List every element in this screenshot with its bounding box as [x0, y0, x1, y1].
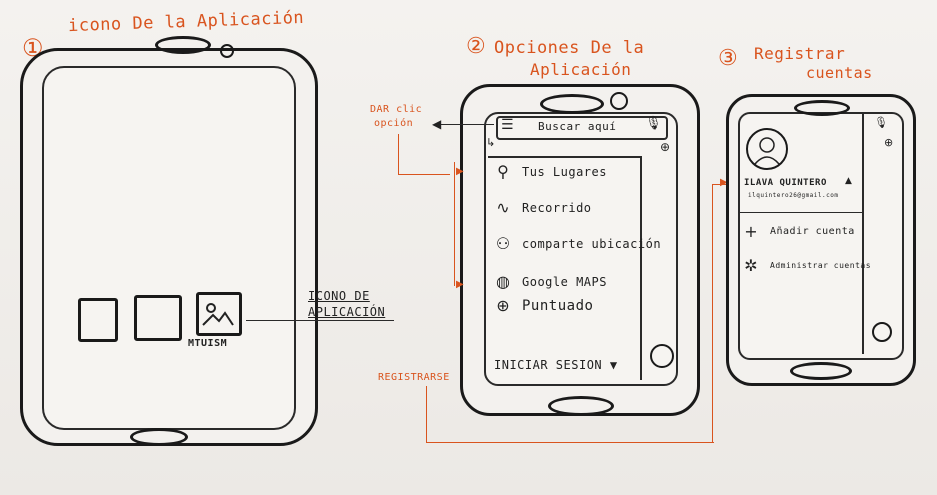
menu-item-label: comparte ubicación: [522, 236, 662, 251]
layers-icon: ⊕: [884, 136, 894, 149]
microphone-icon[interactable]: 🎙: [645, 116, 662, 131]
phone2-home-button[interactable]: [548, 396, 614, 416]
layers-icon[interactable]: ⊕: [660, 140, 671, 154]
plus-icon: +: [744, 222, 758, 241]
menu-item-tus-lugares[interactable]: ⚲ Tus Lugares: [494, 162, 607, 181]
location-pin-icon: ⚲: [497, 162, 509, 181]
phone1-camera: [220, 44, 234, 58]
add-account-label: Añadir cuenta: [770, 226, 855, 237]
callout-click-line1: DAR clic: [370, 104, 423, 115]
menu-item-label: Recorrido: [522, 200, 592, 215]
login-label: iniciar sesion: [494, 358, 603, 372]
manage-accounts-label: Administrar cuentas: [770, 261, 872, 270]
account-divider: [740, 212, 862, 213]
phone3-home-button[interactable]: [790, 362, 852, 380]
step2-number: ②: [466, 34, 487, 59]
menu-item-label: Puntuado: [522, 297, 594, 314]
route-icon: ∿: [496, 198, 510, 217]
menu-item-label: Google MAPS: [522, 274, 607, 289]
step2-title-line1: Opciones De la: [494, 38, 645, 58]
menu-icon[interactable]: ☰: [501, 117, 514, 133]
gear-icon: ✲: [744, 256, 758, 275]
step3-title-line2: cuentas: [806, 64, 873, 82]
caret-down-icon: ▼: [609, 358, 618, 372]
menu-item-google-maps[interactable]: ◍ Google MAPS: [494, 272, 607, 291]
caret-up-icon[interactable]: ▲: [845, 176, 852, 186]
drawer3-divider: [862, 114, 864, 354]
arrowhead-left-icon: ◀: [432, 117, 442, 131]
orange-connector-vertical: [398, 134, 399, 174]
google-maps-icon: ◍: [496, 272, 510, 291]
phone2-speaker: [540, 94, 604, 114]
orange-connector-horizontal: [398, 174, 450, 175]
step2-title-line2: Aplicación: [530, 60, 632, 79]
location-fab[interactable]: [650, 344, 674, 368]
app-icon-label: MTUISM: [188, 338, 228, 349]
search-bar[interactable]: [496, 116, 668, 140]
callout-arrow-search: [438, 124, 494, 125]
share-location-icon: ⚇: [495, 234, 511, 253]
drawer-top-line: [488, 156, 640, 158]
app-icon-mtuism[interactable]: [196, 292, 242, 336]
app-placeholder-1[interactable]: [78, 298, 118, 342]
add-account-button[interactable]: + Añadir cuenta: [742, 222, 855, 241]
phone2-camera: [610, 92, 628, 110]
manage-accounts-button[interactable]: ✲ Administrar cuentas: [742, 256, 871, 275]
app-placeholder-2[interactable]: [134, 295, 182, 341]
menu-item-recorrido[interactable]: ∿ Recorrido: [494, 198, 592, 217]
menu-item-puntuado[interactable]: ⊕ Puntuado: [494, 296, 593, 315]
step3-number: ③: [718, 46, 739, 71]
orange-connector-register-bottom: [426, 442, 714, 443]
add-circle-icon: ⊕: [496, 296, 510, 315]
login-button[interactable]: iniciar sesion ▼: [494, 358, 618, 372]
microphone-icon: 🎙: [874, 116, 888, 129]
search-input[interactable]: Buscar aquí: [538, 120, 617, 133]
location-fab[interactable]: [872, 322, 892, 342]
arrowhead-right-icon: ▶: [456, 166, 464, 177]
pointer-icon: ↳: [486, 136, 496, 149]
orange-bracket-menu: [454, 162, 455, 286]
callout-line-app-icon: [246, 320, 394, 321]
app-icon-callout: ICONO DE APLICACIÓN: [308, 289, 386, 319]
orange-connector-register-up: [712, 184, 713, 442]
menu-item-comparte-ubicacion[interactable]: ⚇ comparte ubicación: [494, 234, 661, 253]
phone1-home-button[interactable]: [130, 428, 188, 446]
avatar[interactable]: [746, 128, 788, 170]
arrowhead-right-icon: ▶: [720, 177, 728, 188]
phone3-speaker: [794, 100, 850, 116]
drawer-divider: [640, 156, 642, 380]
menu-item-label: Tus Lugares: [522, 164, 607, 179]
register-callout: REGISTRARSE: [378, 372, 450, 383]
arrowhead-right-icon: ▶: [456, 279, 464, 290]
callout-click-line2: opción: [374, 118, 414, 129]
orange-connector-register-in: [712, 184, 726, 185]
phone1-screen: [42, 66, 296, 430]
account-name: ILAVA QUINTERO: [744, 178, 827, 188]
step3-title-line1: Registrar: [754, 44, 846, 63]
orange-connector-register-down: [426, 386, 427, 442]
phone1-speaker: [155, 36, 211, 54]
account-email: ilquintero26@gmail.com: [748, 192, 839, 199]
